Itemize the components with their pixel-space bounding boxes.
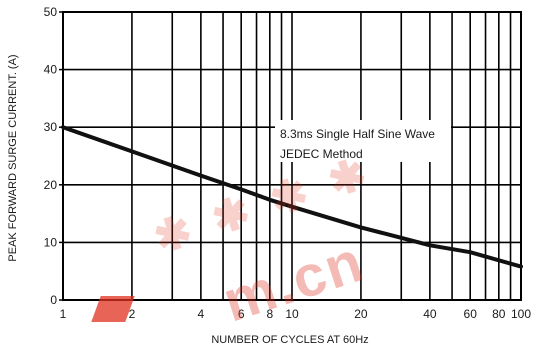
x-tick-label: 40 bbox=[423, 307, 437, 321]
y-tick-label: 30 bbox=[44, 120, 58, 134]
x-tick-label: 4 bbox=[198, 307, 205, 321]
x-tick-label: 80 bbox=[492, 307, 506, 321]
annotation-line-1: 8.3ms Single Half Sine Wave bbox=[280, 127, 435, 141]
x-tick-label: 20 bbox=[354, 307, 368, 321]
series-layer bbox=[61, 125, 523, 269]
x-tick-label: 60 bbox=[464, 307, 478, 321]
annotation-line-2: JEDEC Method bbox=[280, 147, 363, 161]
x-tick-label: 6 bbox=[238, 307, 245, 321]
x-tick-label: 8 bbox=[266, 307, 273, 321]
x-axis-title: NUMBER OF CYCLES AT 60Hz bbox=[211, 334, 368, 346]
x-tick-label: 2 bbox=[129, 307, 136, 321]
y-tick-label: 10 bbox=[44, 235, 58, 249]
annotation-box: 8.3ms Single Half Sine Wave JEDEC Method bbox=[275, 120, 451, 162]
y-tick-label: 50 bbox=[44, 5, 58, 19]
x-tick-label: 100 bbox=[511, 307, 531, 321]
x-tick-label: 1 bbox=[60, 307, 67, 321]
y-tick-label: 40 bbox=[44, 63, 58, 77]
y-tick-label: 20 bbox=[44, 178, 58, 192]
series-line-0 bbox=[61, 125, 523, 269]
plot-frame bbox=[62, 11, 522, 301]
x-tick-label: 10 bbox=[285, 307, 299, 321]
tick-layer: 0 10 20 30 40 50 1 2 4 6 8 10 20 40 60 80 100 bbox=[44, 5, 532, 321]
y-axis-title: PEAK FORWARD SURGE CURRENT. (A) bbox=[7, 54, 19, 261]
y-tick-label: 0 bbox=[50, 293, 57, 307]
